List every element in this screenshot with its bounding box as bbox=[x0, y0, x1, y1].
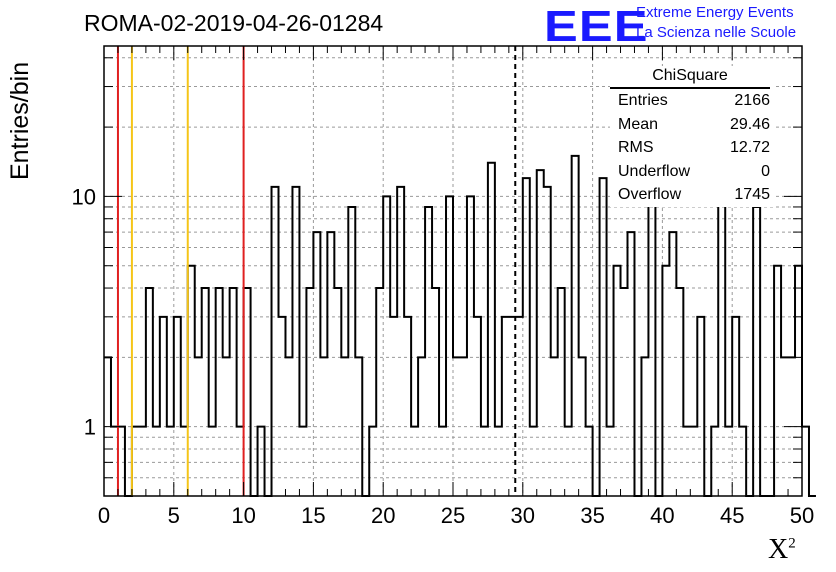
y-tick-label: 10 bbox=[72, 184, 96, 209]
x-tick-label: 35 bbox=[580, 503, 604, 528]
y-tick-label: 1 bbox=[84, 415, 96, 440]
stats-row-rms: RMS 12.72 bbox=[618, 139, 770, 156]
x-axis-label: X2 bbox=[768, 534, 796, 565]
x-tick-label: 20 bbox=[371, 503, 395, 528]
stats-title: ChiSquare bbox=[610, 66, 770, 89]
stats-box: ChiSquare Entries 2166 Mean 29.46 RMS 12.72… bbox=[610, 66, 776, 207]
x-tick-label: 45 bbox=[720, 503, 744, 528]
stats-row-mean: Mean 29.46 bbox=[618, 115, 770, 133]
x-tick-label: 10 bbox=[231, 503, 255, 528]
logo-line-2: La Scienza nelle Scuole bbox=[636, 24, 797, 41]
chart-title: ROMA-02-2019-04-26-01284 bbox=[84, 10, 384, 36]
x-tick-label: 5 bbox=[168, 503, 180, 528]
x-tick-label: 15 bbox=[301, 503, 325, 528]
histogram-line bbox=[104, 126, 816, 497]
x-tick-label: 25 bbox=[441, 503, 465, 528]
y-axis-label: Entries/bin bbox=[6, 61, 34, 180]
x-tick-label: 50 bbox=[790, 503, 814, 528]
eee-logo: EEE bbox=[544, 2, 649, 51]
logo-line-1: Extreme Energy Events bbox=[636, 4, 794, 21]
x-tick-label: 30 bbox=[511, 503, 535, 528]
x-tick-label: 40 bbox=[650, 503, 674, 528]
stats-row-entries: Entries 2166 bbox=[618, 92, 770, 109]
stats-row-overflow: Overflow 1745 bbox=[618, 186, 770, 203]
x-tick-label: 0 bbox=[98, 503, 110, 528]
stats-row-underflow: Underflow 0 bbox=[618, 162, 770, 180]
